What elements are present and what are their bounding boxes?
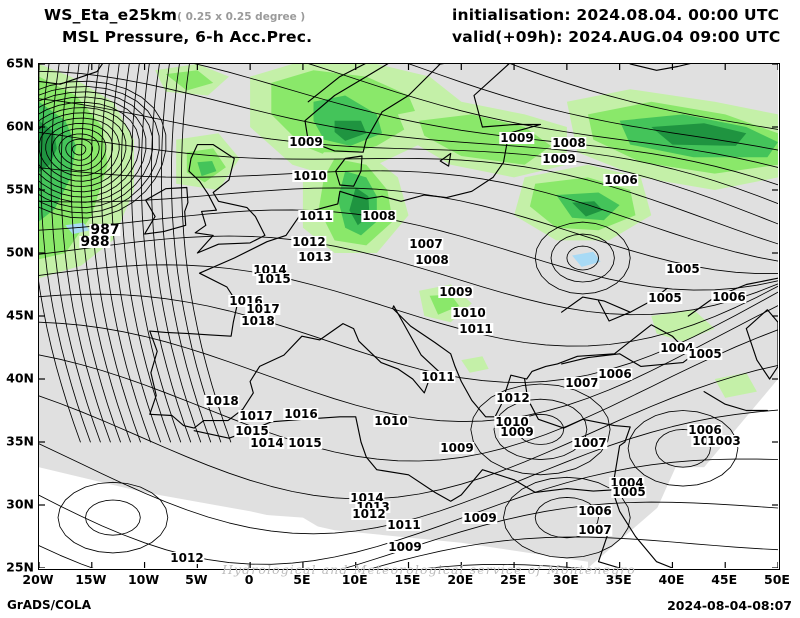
lon-tick-label: 35E bbox=[605, 572, 632, 587]
isobar-value-label: 1015 bbox=[287, 436, 323, 450]
isobar-value-label: 1011 bbox=[420, 370, 456, 384]
lon-tick-label: 0 bbox=[244, 572, 254, 587]
isobar-value-label: 1005 bbox=[687, 347, 723, 361]
axis-ticks bbox=[39, 64, 778, 568]
isobar-value-label: 1009 bbox=[462, 511, 498, 525]
initialisation-time: initialisation: 2024.08.04. 00:00 UTC bbox=[452, 6, 780, 24]
lon-tick-label: 25E bbox=[500, 572, 527, 587]
pressure-center-label: 987 bbox=[89, 222, 121, 238]
chart-header: WS_Eta_e25km( 0.25 x 0.25 degree ) MSL P… bbox=[0, 0, 800, 58]
isobar-value-label: 1008 bbox=[414, 253, 450, 267]
lat-tick-label: 25N bbox=[6, 559, 34, 575]
lat-tick-label: 35N bbox=[6, 433, 34, 449]
isobar-value-label: 1018 bbox=[204, 394, 240, 408]
isobar-value-label: 1006 bbox=[603, 173, 639, 187]
lon-tick-label: 5E bbox=[293, 572, 311, 587]
isobar-value-label: 1009 bbox=[541, 152, 577, 166]
isobar-value-label: 1010 bbox=[373, 414, 409, 428]
lon-tick-label: 15E bbox=[394, 572, 421, 587]
isobar-value-label: 1011 bbox=[386, 518, 422, 532]
isobar-value-label: 1010 bbox=[451, 306, 487, 320]
isobar-value-label: 1006 bbox=[597, 367, 633, 381]
lon-tick-label: 15W bbox=[75, 572, 107, 587]
isobar-value-label: 1009 bbox=[387, 540, 423, 554]
lon-tick-label: 45E bbox=[711, 572, 738, 587]
isobar-value-label: 1008 bbox=[551, 136, 587, 150]
isobar-value-label: 1004 bbox=[659, 341, 695, 355]
isobar-value-label: 1010 bbox=[494, 415, 530, 429]
lat-tick-label: 45N bbox=[6, 307, 34, 323]
isobar-value-label: 1006 bbox=[687, 423, 723, 437]
lat-tick-label: 65N bbox=[6, 55, 34, 71]
isobar-value-label: 1009 bbox=[499, 425, 535, 439]
isobar-value-label: 1005 bbox=[647, 291, 683, 305]
lon-tick-label: 40E bbox=[658, 572, 685, 587]
isobar-value-label: 1016 bbox=[283, 407, 319, 421]
model-title: WS_Eta_e25km( 0.25 x 0.25 degree ) bbox=[44, 6, 305, 24]
field-subtitle: MSL Pressure, 6-h Acc.Prec. bbox=[62, 28, 313, 46]
lat-tick-label: 50N bbox=[6, 244, 34, 260]
isobar-value-label: 1006 bbox=[711, 290, 747, 304]
pressure-center-label: 988 bbox=[79, 234, 111, 250]
model-resolution: ( 0.25 x 0.25 degree ) bbox=[177, 11, 306, 23]
isobar-value-label: 1006 bbox=[577, 504, 613, 518]
lon-tick-label: 20W bbox=[22, 572, 54, 587]
isobar-value-label: 1007 bbox=[408, 237, 444, 251]
isobar-value-label: 1012 bbox=[169, 551, 205, 565]
lon-tick-label: 5W bbox=[185, 572, 208, 587]
generation-timestamp: 2024-08-04-08:07 bbox=[667, 598, 792, 613]
watermark-text: Hydrological and Meteorological service … bbox=[222, 562, 636, 577]
isobar-value-label: 1010 bbox=[292, 169, 328, 183]
isobar-contours bbox=[39, 64, 778, 568]
isobar-value-label: 1003 bbox=[706, 434, 742, 448]
isobar-value-label: 1017 bbox=[245, 302, 281, 316]
isobar-value-label: 1012 bbox=[351, 507, 387, 521]
isobar-value-label: 1010 bbox=[293, 568, 329, 569]
isobar-value-label: 1012 bbox=[291, 235, 327, 249]
coastlines bbox=[39, 64, 778, 568]
valid-time: valid(+09h): 2024.AUG.04 09:00 UTC bbox=[452, 28, 781, 46]
lat-tick-label: 60N bbox=[6, 118, 34, 134]
isobar-value-label: 1005 bbox=[665, 262, 701, 276]
isobar-value-label: 1015 bbox=[256, 272, 292, 286]
map-canvas bbox=[39, 64, 778, 568]
producer-label: GrADS/COLA bbox=[7, 598, 91, 612]
lon-tick-label: 30E bbox=[552, 572, 579, 587]
isobar-value-label: 1015 bbox=[234, 424, 270, 438]
isobar-value-label: 1009 bbox=[439, 441, 475, 455]
isobar-value-label: 1013 bbox=[297, 250, 333, 264]
isobar-value-label: 1014 bbox=[249, 436, 285, 450]
model-name: WS_Eta_e25km bbox=[44, 6, 178, 24]
lon-tick-label: 20E bbox=[447, 572, 474, 587]
lon-tick-label: 10E bbox=[341, 572, 368, 587]
isobar-value-label: 1007 bbox=[572, 436, 608, 450]
isobar-value-label: 1007 bbox=[577, 523, 613, 537]
lat-tick-label: 40N bbox=[6, 370, 34, 386]
isobar-value-label: 1009 bbox=[438, 285, 474, 299]
lon-tick-label: 10W bbox=[127, 572, 160, 587]
lon-tick-label: 50E bbox=[764, 572, 790, 587]
isobar-value-label: 1009 bbox=[499, 131, 535, 145]
lat-tick-label: 55N bbox=[6, 181, 34, 197]
isobar-value-label: 1011 bbox=[458, 322, 494, 336]
lat-tick-label: 30N bbox=[6, 496, 34, 512]
isobar-value-label: 1009 bbox=[288, 135, 324, 149]
isobar-value-label: 1007 bbox=[564, 376, 600, 390]
isobar-value-label: 1011 bbox=[298, 209, 334, 223]
isobar-value-label: 1005 bbox=[611, 485, 647, 499]
weather-map-plot: 1009 1009 1008 1009 1010 1006 1008 1011 1012 1007… bbox=[38, 63, 780, 570]
isobar-value-label: 1018 bbox=[240, 314, 276, 328]
isobar-value-label: 1017 bbox=[238, 409, 274, 423]
isobar-value-label: 1012 bbox=[495, 391, 531, 405]
isobar-value-label: 1008 bbox=[361, 209, 397, 223]
